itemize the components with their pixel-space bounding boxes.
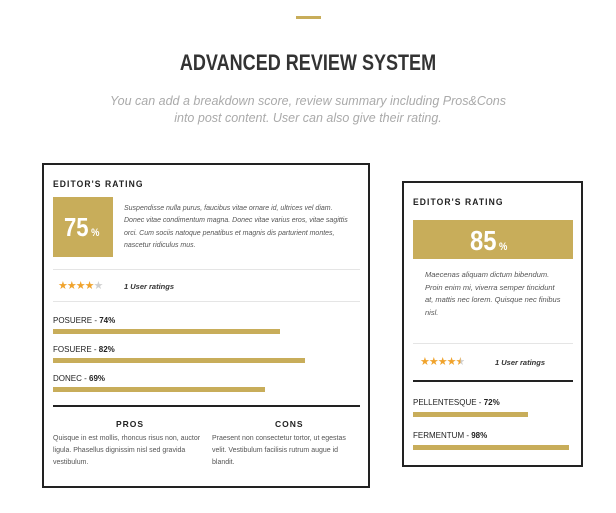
score-unit: %: [499, 241, 508, 253]
criterion-label-donec: DONEC - 69%: [53, 374, 106, 383]
criteria-divider: [413, 380, 573, 382]
star-icon[interactable]: ★: [75, 280, 86, 292]
cons-text: Praesent non consectetur tortor, ut eges…: [212, 435, 346, 466]
review-card-large: EDITOR'S RATING 75% Suspendisse nulla pu…: [42, 163, 370, 488]
criterion-label-posuere: POSUERE - 74%: [53, 316, 116, 325]
user-rating-stars[interactable]: ★★★★★: [58, 279, 104, 292]
score-number: 85: [470, 225, 497, 256]
subtitle-line-2: into post content. User can also give th…: [174, 111, 442, 125]
pros-text: Quisque in est mollis, rhoncus risus non…: [53, 435, 201, 466]
star-icon[interactable]: ★: [428, 356, 439, 368]
divider: [53, 269, 360, 270]
section-subtitle: You can add a breakdown score, review su…: [100, 93, 516, 127]
user-rating-stars[interactable]: ★★★★★: [420, 355, 466, 368]
score-number: 75: [64, 212, 89, 242]
score-box: 85%: [413, 220, 573, 259]
criterion-label-pellentesque: PELLENTESQUE - 72%: [413, 398, 500, 407]
subtitle-line-1: You can add a breakdown score, review su…: [109, 94, 507, 108]
star-icon[interactable]: ★: [84, 280, 95, 292]
score-value: 75%: [64, 212, 99, 243]
pros-heading: PROS: [116, 419, 145, 429]
score-value: 85%: [470, 225, 507, 257]
criterion-label-fosuere: FOSUERE - 82%: [53, 345, 115, 354]
criterion-bar-pellentesque: [413, 412, 528, 417]
section-title: ADVANCED REVIEW SYSTEM: [179, 50, 437, 75]
user-ratings-count: 1 User ratings: [124, 282, 175, 291]
star-half-icon[interactable]: ★: [455, 356, 466, 368]
star-icon[interactable]: ★: [420, 356, 430, 368]
star-icon[interactable]: ★: [437, 356, 448, 368]
divider: [53, 301, 360, 302]
score-unit: %: [91, 227, 100, 239]
cons-heading: CONS: [275, 419, 304, 429]
pros-cons-divider: [53, 405, 360, 407]
criterion-bar-posuere: [53, 329, 280, 334]
criterion-label-fermentum: FERMENTUM - 98%: [413, 431, 488, 440]
review-card-compact: EDITOR'S RATING 85% Maecenas aliquam dic…: [402, 181, 583, 467]
header-accent-bar: [296, 16, 321, 19]
review-summary: Suspendisse nulla purus, faucibus vitae …: [124, 205, 348, 249]
star-empty-icon[interactable]: ★: [93, 280, 104, 292]
star-icon[interactable]: ★: [446, 356, 457, 368]
criterion-bar-fosuere: [53, 358, 305, 363]
criterion-bar-donec: [53, 387, 265, 392]
editors-rating-label: EDITOR'S RATING: [53, 179, 144, 190]
editors-rating-label: EDITOR'S RATING: [413, 197, 504, 208]
score-box: 75%: [53, 197, 113, 257]
user-ratings-count: 1 User ratings: [495, 358, 546, 367]
divider: [413, 343, 573, 344]
star-icon[interactable]: ★: [66, 280, 77, 292]
review-summary: Maecenas aliquam dictum bibendum. Proin …: [425, 270, 561, 317]
star-icon[interactable]: ★: [58, 280, 68, 292]
criterion-bar-fermentum: [413, 445, 569, 450]
